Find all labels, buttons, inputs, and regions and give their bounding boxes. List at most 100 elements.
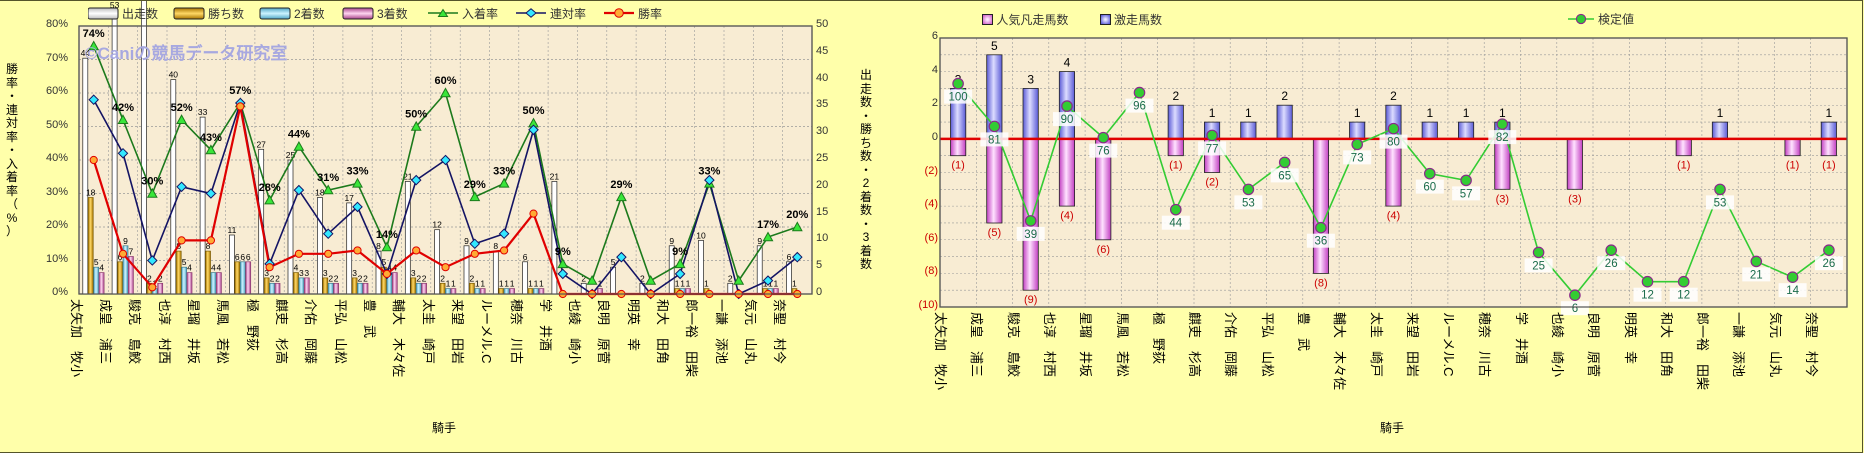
svg-text:33: 33 <box>198 107 208 117</box>
svg-text:1: 1 <box>1209 106 1216 120</box>
svg-text:2: 2 <box>470 273 475 283</box>
svg-text:5: 5 <box>991 39 998 53</box>
svg-text:(1): (1) <box>1169 160 1182 172</box>
svg-text:21: 21 <box>550 171 560 181</box>
svg-text:80: 80 <box>1387 137 1400 149</box>
svg-text:出走数: 出走数 <box>122 6 158 21</box>
svg-text:12: 12 <box>1677 290 1690 302</box>
svg-text:2: 2 <box>363 273 368 283</box>
svg-text:9: 9 <box>669 236 674 246</box>
svg-text:4: 4 <box>1064 56 1071 70</box>
svg-text:12: 12 <box>432 220 442 230</box>
svg-text:(4): (4) <box>1387 210 1400 222</box>
svg-text:2: 2 <box>1390 89 1397 103</box>
svg-text:1: 1 <box>1426 106 1433 120</box>
svg-text:2: 2 <box>334 273 339 283</box>
svg-text:5: 5 <box>182 257 187 267</box>
svg-text:50%: 50% <box>405 109 427 121</box>
svg-text:(3): (3) <box>1568 193 1581 205</box>
svg-text:60: 60 <box>1423 182 1436 194</box>
svg-text:33%: 33% <box>698 165 720 177</box>
svg-text:2: 2 <box>1172 89 1179 103</box>
svg-text:(1): (1) <box>951 160 964 172</box>
svg-text:28%: 28% <box>259 182 281 194</box>
svg-text:8: 8 <box>493 241 498 251</box>
svg-text:18: 18 <box>315 188 325 198</box>
svg-text:1: 1 <box>686 279 691 289</box>
svg-text:53: 53 <box>1242 197 1255 209</box>
svg-text:31%: 31% <box>317 172 339 184</box>
svg-text:1: 1 <box>504 279 509 289</box>
svg-text:入着率: 入着率 <box>462 6 498 21</box>
svg-text:44: 44 <box>1169 218 1182 230</box>
svg-text:2: 2 <box>416 273 421 283</box>
svg-text:勝ち数: 勝ち数 <box>208 6 244 21</box>
svg-text:連対率: 連対率 <box>550 6 586 21</box>
svg-text:18: 18 <box>86 188 96 198</box>
svg-text:14: 14 <box>1786 285 1799 297</box>
svg-text:17%: 17% <box>757 219 779 231</box>
svg-text:43%: 43% <box>200 132 222 144</box>
svg-text:57: 57 <box>1460 188 1473 200</box>
svg-text:7: 7 <box>129 247 134 257</box>
svg-text:2: 2 <box>270 273 275 283</box>
svg-text:65: 65 <box>1278 170 1291 182</box>
svg-text:(1): (1) <box>1677 160 1690 172</box>
svg-text:4: 4 <box>187 263 192 273</box>
svg-text:2: 2 <box>422 273 427 283</box>
svg-text:33%: 33% <box>493 165 515 177</box>
svg-text:20%: 20% <box>786 209 808 221</box>
svg-text:42%: 42% <box>112 102 134 114</box>
svg-text:4: 4 <box>99 263 104 273</box>
svg-text:(5): (5) <box>988 227 1001 239</box>
svg-text:1: 1 <box>539 279 544 289</box>
svg-text:96: 96 <box>1133 101 1146 113</box>
svg-text:(4): (4) <box>1060 210 1073 222</box>
svg-text:(8): (8) <box>1314 277 1327 289</box>
svg-text:1: 1 <box>499 279 504 289</box>
svg-text:26: 26 <box>1605 258 1618 270</box>
svg-text:21: 21 <box>1750 269 1763 281</box>
svg-text:29%: 29% <box>610 179 632 191</box>
svg-text:3着数: 3着数 <box>377 6 408 21</box>
svg-text:(6): (6) <box>1097 244 1110 256</box>
svg-text:52%: 52% <box>171 102 193 114</box>
svg-text:33%: 33% <box>346 165 368 177</box>
svg-text:39: 39 <box>1024 229 1037 241</box>
svg-text:1: 1 <box>792 279 797 289</box>
svg-text:36: 36 <box>1315 236 1328 248</box>
svg-text:50%: 50% <box>522 105 544 117</box>
svg-text:30%: 30% <box>141 176 163 188</box>
svg-text:53: 53 <box>1714 197 1727 209</box>
svg-text:(9): (9) <box>1024 294 1037 306</box>
svg-text:17: 17 <box>344 193 354 203</box>
svg-text:2: 2 <box>1281 89 1288 103</box>
svg-text:6: 6 <box>1572 303 1578 315</box>
svg-text:3: 3 <box>1027 72 1034 86</box>
svg-text:10: 10 <box>696 230 706 240</box>
svg-text:勝率: 勝率 <box>638 6 662 21</box>
svg-text:90: 90 <box>1061 114 1074 126</box>
svg-text:2: 2 <box>275 273 280 283</box>
svg-text:1: 1 <box>534 279 539 289</box>
svg-text:5: 5 <box>94 257 99 267</box>
svg-text:29%: 29% <box>464 179 486 191</box>
svg-text:2着数: 2着数 <box>294 6 325 21</box>
svg-text:検定値: 検定値 <box>1598 12 1634 27</box>
svg-text:1: 1 <box>475 279 480 289</box>
svg-text:25: 25 <box>1532 260 1545 272</box>
svg-text:100: 100 <box>949 92 968 104</box>
svg-text:6: 6 <box>235 252 240 262</box>
svg-text:82: 82 <box>1496 132 1509 144</box>
svg-text:12: 12 <box>1641 290 1654 302</box>
svg-text:1: 1 <box>528 279 533 289</box>
svg-text:1: 1 <box>446 279 451 289</box>
svg-text:40: 40 <box>169 70 179 80</box>
svg-text:3: 3 <box>352 268 357 278</box>
svg-text:9: 9 <box>464 236 469 246</box>
svg-text:4: 4 <box>294 263 299 273</box>
svg-text:2: 2 <box>440 273 445 283</box>
svg-text:60%: 60% <box>434 75 456 87</box>
svg-text:1: 1 <box>1717 106 1724 120</box>
svg-text:6: 6 <box>523 252 528 262</box>
